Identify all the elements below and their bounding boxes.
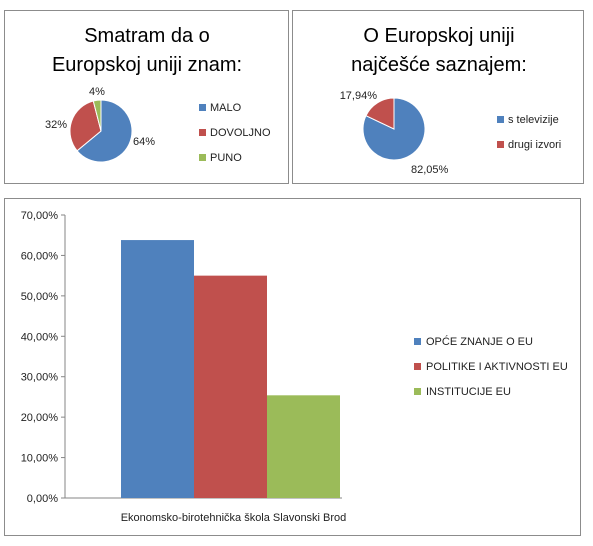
x-category-label: Ekonomsko-birotehnička škola Slavonski B… [121,512,347,524]
y-tick-label: 70,00% [21,210,59,222]
pie-data-label-dovoljno: 32% [45,119,67,131]
bar-politike-i-aktivnosti-eu [194,275,267,498]
y-tick-label: 10,00% [21,453,59,465]
chart-title-line-2: najčešće saznajem: [351,54,527,76]
y-tick-label: 40,00% [21,331,59,343]
y-tick-label: 60,00% [21,250,59,262]
bar-institucije-eu [267,395,340,498]
pie-chart-sources-svg: O Europskoj uniji najčešće saznajem: 82,… [340,25,562,176]
bar-chart-eu: 0,00% 10,00% 20,00% 30,00% 40,00% 50,00% 60,00… [4,198,581,536]
chart-title-line-1: Smatram da o [84,25,210,47]
legend-label-institucije-eu: INSTITUCIJE EU [426,386,511,398]
chart-title-line-1: O Europskoj uniji [363,25,514,47]
legend-label-dovoljno: DOVOLJNO [210,127,271,139]
pie-slice-drugi-izvori [365,97,395,130]
pie-data-label-drugi-izvori: 17,94% [340,90,378,102]
legend-swatch-politike-i-aktivnosti-eu [414,363,421,370]
legend-label-s-televizije: s televizije [508,114,559,126]
chart-title-line-2: Europskoj uniji znam: [52,54,242,76]
bar-chart-eu-svg: 0,00% 10,00% 20,00% 30,00% 40,00% 50,00% 60,00… [21,210,568,524]
pie-slice-malo [76,99,133,163]
pie-chart-knowledge-svg: Smatram da o Europskoj uniji znam: 64% 32… [45,25,271,164]
y-tick-label: 30,00% [21,372,59,384]
pie-slice-dovoljno [69,100,102,152]
pie-data-label-puno: 4% [89,86,105,98]
legend-swatch-opce-znanje-o-eu [414,338,421,345]
legend-label-malo: MALO [210,102,242,114]
y-tick-label: 50,00% [21,291,59,303]
bar-opce-znanje-o-eu [121,240,194,498]
legend-label-politike-i-aktivnosti-eu: POLITIKE I AKTIVNOSTI EU [426,361,568,373]
legend-label-puno: PUNO [210,152,242,164]
pie-chart-knowledge: Smatram da o Europskoj uniji znam: 64% 32… [4,10,289,184]
legend-swatch-s-televizije [497,116,504,123]
pie-data-label-s-televizije: 82,05% [411,164,449,176]
pie-slice-s-televizije [362,97,426,161]
y-tick-label: 20,00% [21,412,59,424]
legend-label-drugi-izvori: drugi izvori [508,139,561,151]
pie-chart-sources: O Europskoj uniji najčešće saznajem: 82,… [292,10,584,184]
legend-swatch-dovoljno [199,129,206,136]
y-tick-label: 0,00% [27,493,58,505]
pie-slice-puno [92,99,102,132]
pie-data-label-malo: 64% [133,136,155,148]
legend-swatch-institucije-eu [414,388,421,395]
legend-label-opce-znanje-o-eu: OPĆE ZNANJE O EU [426,335,533,348]
legend-swatch-malo [199,104,206,111]
legend-swatch-drugi-izvori [497,141,504,148]
legend-swatch-puno [199,154,206,161]
